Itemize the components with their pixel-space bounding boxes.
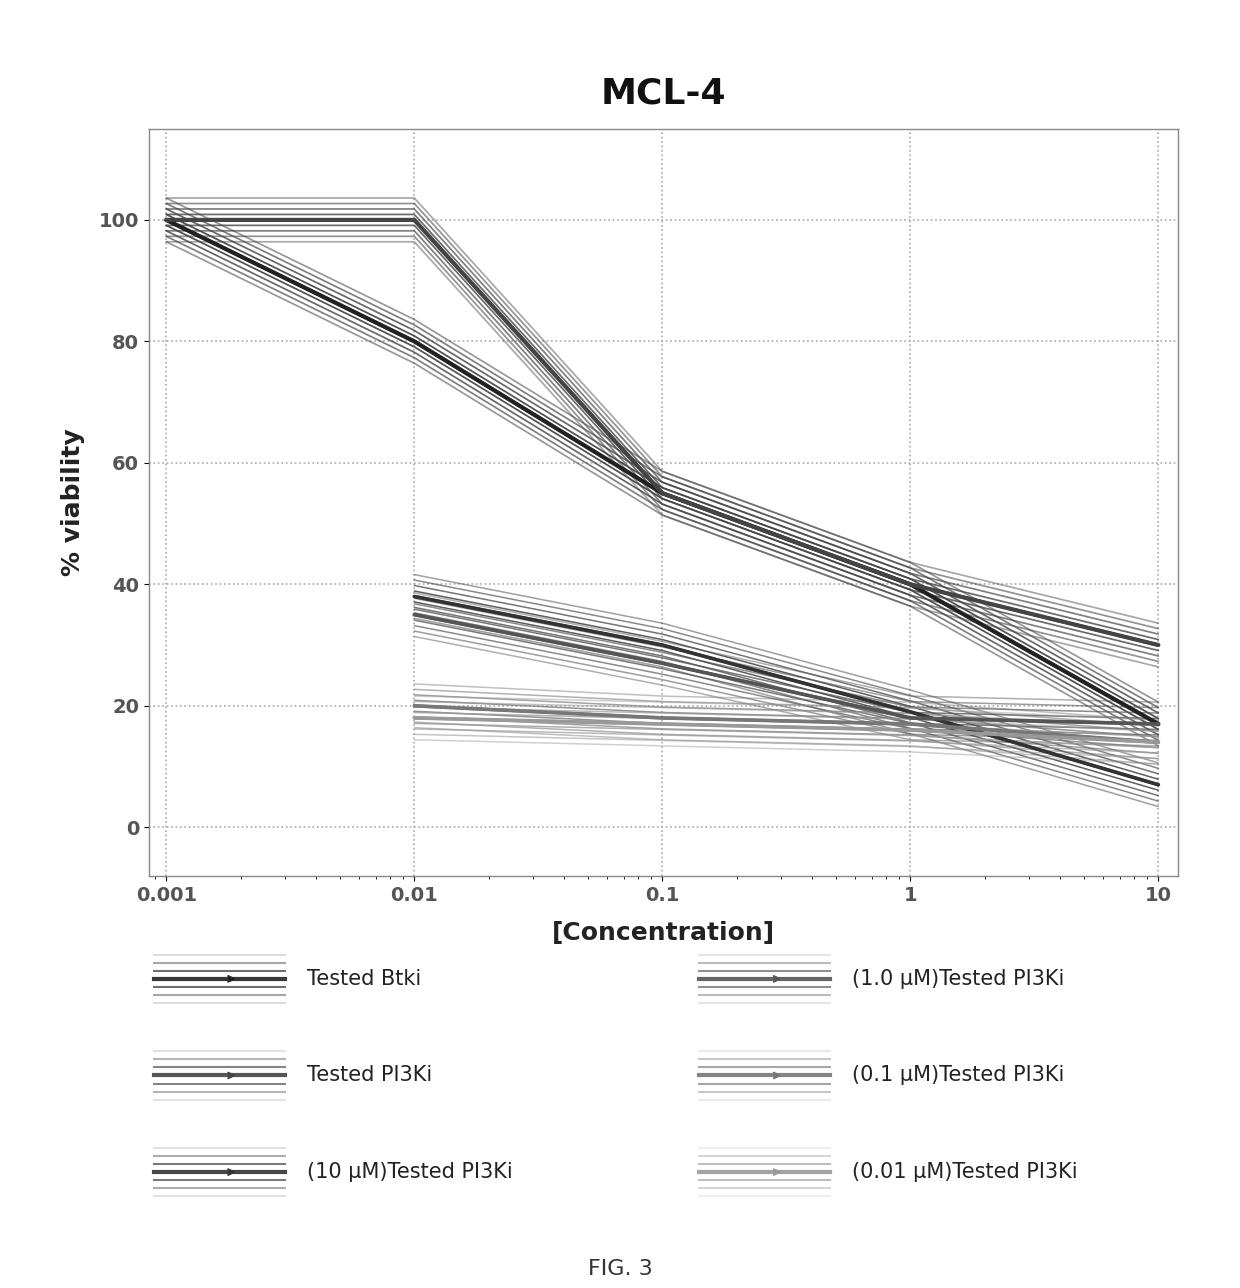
Text: FIG. 3: FIG. 3 bbox=[588, 1260, 652, 1279]
Y-axis label: % viability: % viability bbox=[61, 429, 84, 576]
Text: (0.01 μM)Tested PI3Ki: (0.01 μM)Tested PI3Ki bbox=[852, 1162, 1078, 1182]
Text: (10 μM)Tested PI3Ki: (10 μM)Tested PI3Ki bbox=[306, 1162, 512, 1182]
Text: Tested Btki: Tested Btki bbox=[306, 969, 420, 989]
Text: (0.1 μM)Tested PI3Ki: (0.1 μM)Tested PI3Ki bbox=[852, 1065, 1064, 1086]
Text: (1.0 μM)Tested PI3Ki: (1.0 μM)Tested PI3Ki bbox=[852, 969, 1064, 989]
Text: Tested PI3Ki: Tested PI3Ki bbox=[306, 1065, 432, 1086]
Title: MCL-4: MCL-4 bbox=[600, 77, 727, 111]
X-axis label: [Concentration]: [Concentration] bbox=[552, 921, 775, 945]
